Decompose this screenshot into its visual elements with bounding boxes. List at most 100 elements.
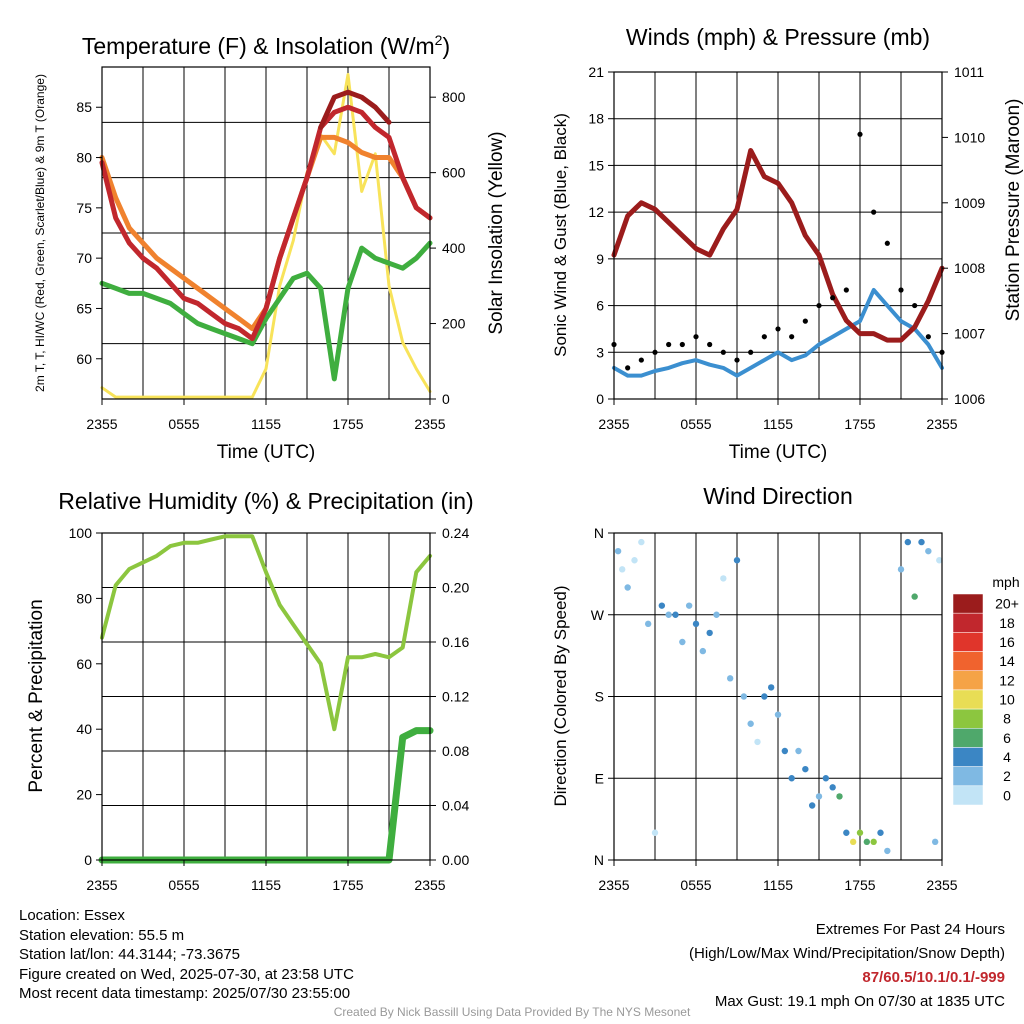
direction-point <box>822 775 830 782</box>
y-tick-label: N <box>594 525 604 541</box>
x-tick-label: 1155 <box>763 416 793 432</box>
x-tick-label: 2355 <box>926 877 957 893</box>
gust-point <box>693 334 699 340</box>
y-tick-label: 70 <box>76 250 92 266</box>
direction-point <box>761 693 768 700</box>
direction-point <box>911 593 918 600</box>
y-tick-label: 60 <box>76 656 92 672</box>
gust-point <box>789 334 795 340</box>
y2-tick-label: 0.08 <box>442 743 469 759</box>
colorbar-label: 16 <box>999 634 1015 650</box>
temperature-panel: Temperature (F) & Insolation (W/m2) 60 65… <box>33 32 507 463</box>
colorbar-label: 14 <box>999 653 1015 669</box>
direction-points <box>614 538 943 855</box>
x-tick-label: 2355 <box>86 877 117 893</box>
x-tick-label: 1155 <box>763 877 793 893</box>
x-tick-label: 0555 <box>168 416 199 432</box>
gust-point <box>707 341 713 348</box>
humidity-right-ticks: 0.00 0.04 0.08 0.12 0.16 0.20 0.24 <box>430 525 469 868</box>
direction-x-ticks: 2355 0555 1155 1755 2355 <box>598 860 958 893</box>
direction-point <box>774 711 782 718</box>
x-tick-label: 1755 <box>844 877 875 893</box>
winds-grid <box>614 72 942 399</box>
direction-title: Wind Direction <box>703 483 853 509</box>
direction-point <box>679 638 686 646</box>
gust-point <box>679 341 685 348</box>
temperature-right-ticks: 0 200 400 600 800 <box>430 89 466 407</box>
y-tick-label: 6 <box>596 298 604 314</box>
gust-point <box>830 295 836 301</box>
colorbar-swatch <box>952 747 984 767</box>
temp-2m-line <box>99 104 433 342</box>
extremes-subtitle: (High/Low/Max Wind/Precipitation/Snow De… <box>689 945 1005 962</box>
direction-point <box>614 547 622 555</box>
direction-point <box>665 611 672 618</box>
station-elevation: Station elevation: 55.5 m <box>19 926 185 944</box>
x-tick-label: 0555 <box>680 416 711 432</box>
humidity-x-ticks: 2355 0555 1155 1755 2355 <box>86 860 446 893</box>
extremes-values: 87/60.5/10.1/0.1/-999 <box>862 969 1005 986</box>
y-tick-label: 65 <box>76 300 92 316</box>
y-tick-label: 0 <box>596 391 604 407</box>
speed-colorbar: 20+ 18 16 14 12 10 8 6 4 2 0 <box>952 593 1019 806</box>
y-tick-label: 0 <box>84 852 92 868</box>
y-tick-label: 75 <box>76 200 92 216</box>
direction-point <box>713 611 720 618</box>
winds-ylabel-left: Sonic Wind & Gust (Blue, Black) <box>551 113 570 357</box>
y-tick-label: 15 <box>588 157 604 173</box>
y2-tick-label: 1011 <box>954 64 984 80</box>
direction-point <box>726 675 734 682</box>
y-tick-label: 80 <box>76 590 92 606</box>
direction-point <box>651 829 659 836</box>
y-tick-label: 12 <box>588 204 604 220</box>
winds-ylabel-right: Station Pressure (Maroon) <box>1003 99 1024 322</box>
colorbar-label: 12 <box>999 672 1015 688</box>
gust-point <box>816 302 822 309</box>
recent-timestamp: Most recent data timestamp: 2025/07/30 2… <box>19 985 351 1002</box>
direction-point <box>733 557 741 564</box>
colorbar-label: 6 <box>1003 730 1011 746</box>
wind-line <box>612 288 944 378</box>
colorbar-swatch <box>952 785 984 806</box>
colorbar-swatch <box>952 651 984 671</box>
x-tick-label: 2355 <box>414 877 445 893</box>
direction-point <box>699 647 707 655</box>
colorbar-label: 18 <box>999 615 1015 631</box>
direction-grid <box>614 533 942 860</box>
colorbar-swatch <box>952 593 984 614</box>
temperature-ylabel-right: Solar Insolation (Yellow) <box>486 131 507 334</box>
station-info: Location: Essex Station elevation: 55.5 … <box>19 906 354 1004</box>
winds-panel: Winds (mph) & Pressure (mb) 0 3 6 9 12 15 18 21… <box>551 24 1024 463</box>
colorbar-swatch <box>952 632 984 652</box>
temperature-ylabel-left: 2m T, T, HI/WC (Red, Green, Scarlet/Blue… <box>33 74 47 392</box>
gust-point <box>802 318 808 324</box>
winds-x-ticks: 2355 0555 1155 1755 2355 <box>598 399 958 432</box>
y-tick-label: 80 <box>76 150 92 166</box>
x-tick-label: 1755 <box>332 416 363 432</box>
humidity-line <box>100 534 432 732</box>
direction-point <box>754 738 761 746</box>
gust-point <box>857 131 863 137</box>
gust-point <box>734 357 740 363</box>
y-tick-label: 100 <box>69 525 93 541</box>
gust-point <box>925 334 931 340</box>
gust-point <box>871 209 877 215</box>
direction-point <box>767 684 775 691</box>
direction-point <box>631 557 638 564</box>
direction-point <box>884 847 891 855</box>
colorbar-swatch <box>952 728 984 748</box>
colorbar-label: 4 <box>1003 749 1011 765</box>
x-tick-label: 2355 <box>598 416 629 432</box>
x-tick-label: 1155 <box>251 877 281 893</box>
temperature-series <box>99 73 433 399</box>
direction-point <box>829 784 836 791</box>
colorbar-label: 20+ <box>995 596 1019 612</box>
winds-xlabel: Time (UTC) <box>729 442 828 463</box>
direction-point <box>904 538 912 546</box>
direction-point <box>685 602 693 609</box>
direction-point <box>897 566 905 573</box>
extremes-info: Extremes For Past 24 Hours (High/Low/Max… <box>689 918 1005 1014</box>
y-tick-label: 9 <box>596 251 604 267</box>
direction-point <box>931 838 939 846</box>
